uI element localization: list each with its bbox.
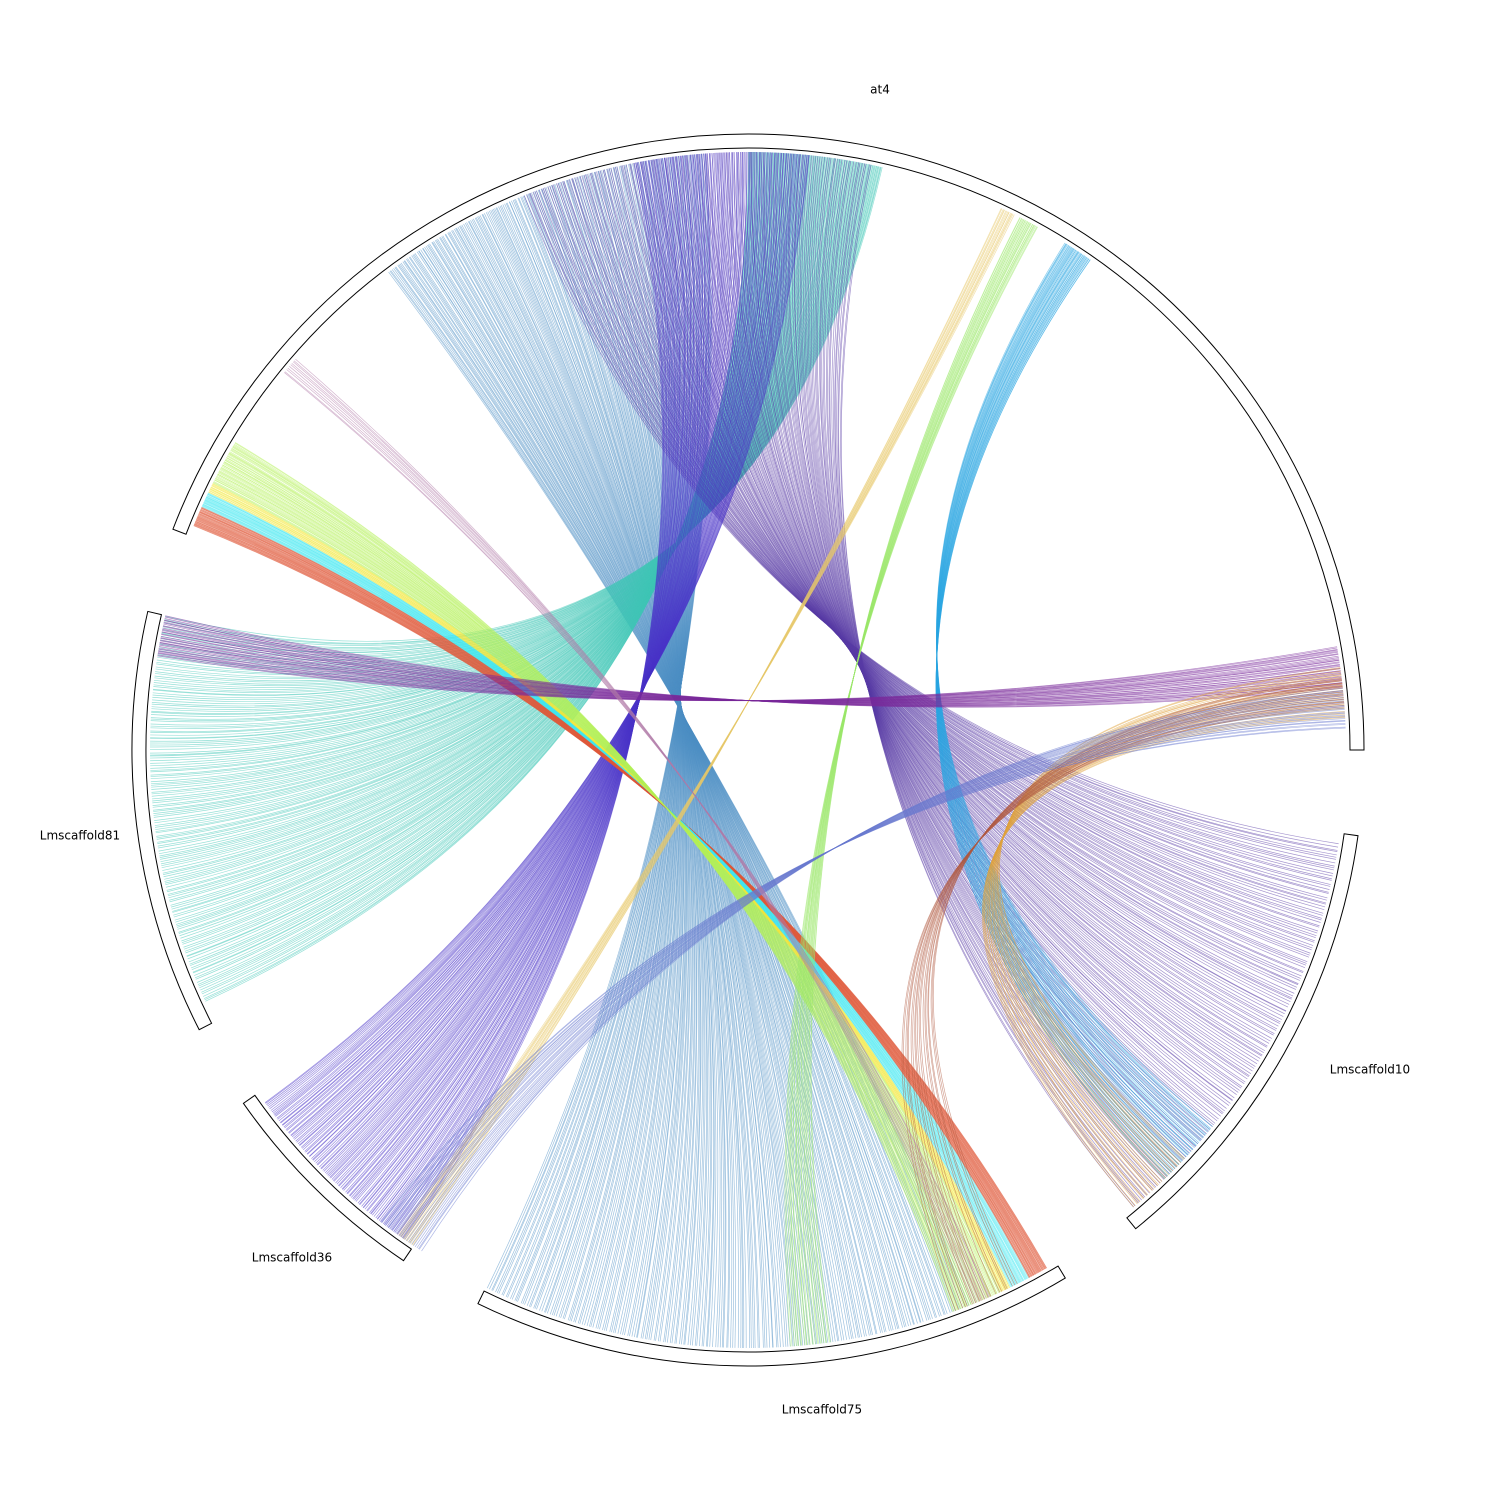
ideogram bbox=[131, 610, 213, 1031]
link bbox=[794, 223, 1032, 1346]
segment-label: Lmscaffold10 bbox=[1330, 1063, 1410, 1077]
link bbox=[840, 164, 1134, 1208]
link bbox=[787, 225, 1037, 1347]
link bbox=[922, 687, 1343, 1295]
link bbox=[917, 693, 1344, 1300]
link bbox=[150, 159, 847, 726]
link bbox=[800, 221, 1029, 1345]
link bbox=[150, 160, 849, 720]
link bbox=[931, 678, 1342, 1286]
link bbox=[396, 214, 1015, 1235]
segment-label: Lmscaffold36 bbox=[252, 1251, 332, 1265]
links bbox=[149, 151, 1346, 1349]
segment-label: Lmscaffold81 bbox=[40, 829, 120, 843]
link bbox=[910, 698, 1344, 1305]
link bbox=[380, 727, 1346, 1223]
ideograms bbox=[131, 133, 1365, 1367]
link bbox=[151, 156, 823, 793]
link bbox=[234, 442, 954, 1312]
link bbox=[150, 159, 844, 732]
link bbox=[792, 224, 1034, 1346]
link bbox=[181, 152, 772, 942]
link bbox=[906, 702, 1345, 1308]
link bbox=[165, 615, 1343, 708]
ideogram bbox=[477, 1265, 1066, 1367]
link bbox=[932, 677, 1342, 1285]
link bbox=[930, 680, 1342, 1287]
link bbox=[915, 694, 1344, 1301]
link bbox=[295, 358, 975, 1304]
link bbox=[150, 157, 827, 783]
ideogram bbox=[242, 1094, 413, 1262]
segment-label: at4 bbox=[870, 83, 890, 97]
link bbox=[174, 152, 779, 921]
link bbox=[918, 691, 1344, 1298]
ideogram bbox=[172, 133, 1365, 751]
link bbox=[784, 226, 1038, 1347]
link bbox=[165, 167, 883, 642]
link bbox=[264, 155, 810, 1103]
link bbox=[150, 157, 829, 776]
link bbox=[810, 217, 1021, 1343]
segment-label: Lmscaffold75 bbox=[782, 1403, 862, 1417]
ideogram bbox=[1126, 833, 1359, 1230]
